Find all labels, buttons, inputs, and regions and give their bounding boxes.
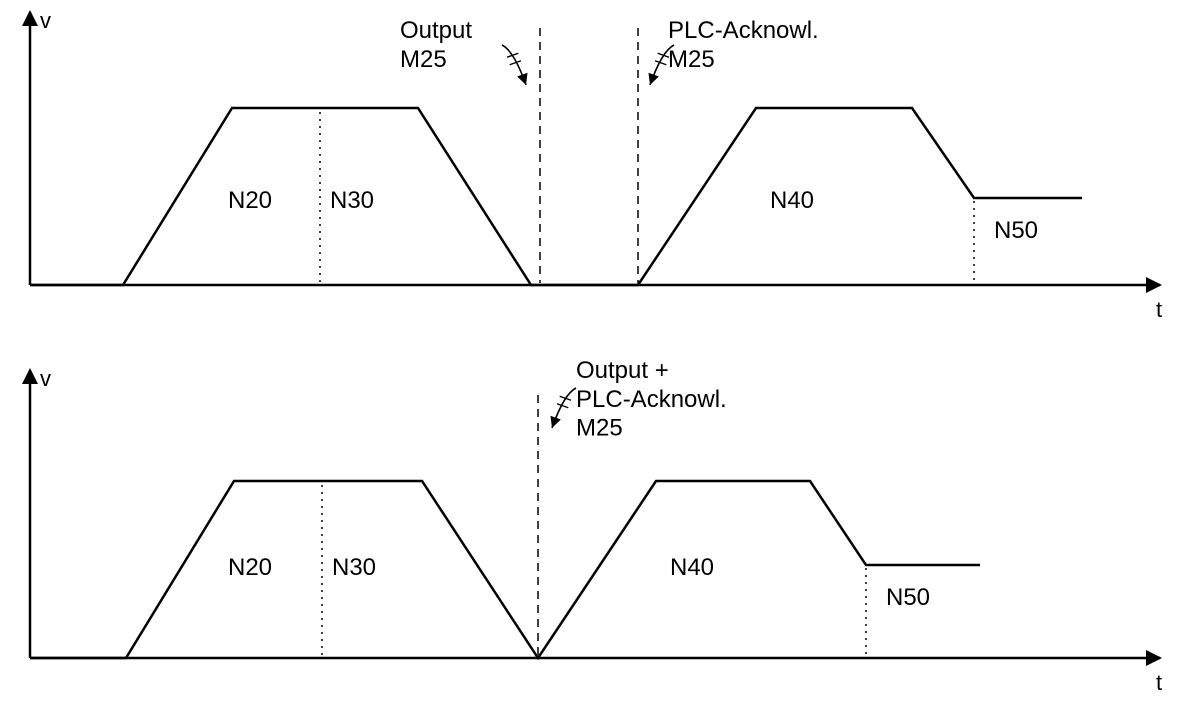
segment-label: N20 bbox=[228, 554, 272, 581]
callout-text: Output bbox=[400, 17, 472, 44]
callout-text: Output + bbox=[576, 357, 669, 384]
segment-label: N50 bbox=[994, 217, 1038, 244]
axis-y-label: v bbox=[40, 8, 51, 33]
callout-text: M25 bbox=[576, 415, 623, 442]
axis-x-label: t bbox=[1156, 670, 1162, 695]
callout-text: PLC-Acknowl. bbox=[668, 17, 819, 44]
segment-label: N50 bbox=[886, 584, 930, 611]
segment-label: N20 bbox=[228, 187, 272, 214]
timing-diagram: vtN20N30N40N50OutputM25PLC-Acknowl.M25vt… bbox=[0, 0, 1193, 721]
segment-label: N40 bbox=[670, 554, 714, 581]
segment-label: N30 bbox=[330, 187, 374, 214]
axis-y-label: v bbox=[40, 366, 51, 391]
segment-label: N40 bbox=[770, 187, 814, 214]
axis-x-label: t bbox=[1156, 297, 1162, 322]
callout-text: PLC-Acknowl. bbox=[576, 386, 727, 413]
segment-label: N30 bbox=[332, 554, 376, 581]
callout-text: M25 bbox=[668, 46, 715, 73]
callout-text: M25 bbox=[400, 46, 447, 73]
